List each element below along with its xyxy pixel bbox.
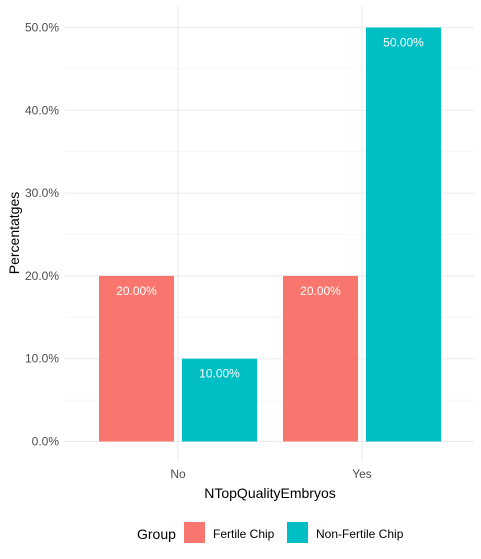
bar	[283, 275, 358, 442]
bar	[182, 358, 257, 442]
legend-swatch	[287, 522, 308, 543]
bar-value-label: 20.00%	[116, 284, 157, 298]
legend-title: Group	[137, 526, 176, 542]
bar-value-label: 20.00%	[300, 284, 341, 298]
y-tick-label: 0.0%	[32, 435, 60, 449]
x-tick-label: No	[170, 467, 186, 481]
bar	[99, 275, 174, 442]
x-tick-label: Yes	[352, 467, 372, 481]
bars	[99, 27, 441, 442]
x-axis-title: NTopQualityEmbryos	[204, 485, 336, 501]
y-tick-label: 40.0%	[25, 103, 59, 117]
bar-value-label: 10.00%	[199, 367, 240, 381]
legend-label: Non-Fertile Chip	[316, 527, 404, 541]
bar-labels: 20.00% 10.00% 20.00% 50.00%	[116, 36, 424, 381]
x-axis-ticks: No Yes	[170, 467, 371, 481]
y-axis-title: Percentatges	[6, 192, 22, 275]
legend: Group Fertile Chip Non-Fertile Chip	[137, 522, 404, 543]
y-tick-label: 10.0%	[25, 352, 59, 366]
legend-swatch	[184, 522, 205, 543]
y-tick-label: 20.0%	[25, 269, 59, 283]
legend-label: Fertile Chip	[213, 527, 275, 541]
y-axis-ticks: 0.0% 10.0% 20.0% 30.0% 40.0% 50.0%	[25, 21, 59, 449]
bar	[366, 27, 441, 442]
y-tick-label: 30.0%	[25, 186, 59, 200]
y-tick-label: 50.0%	[25, 21, 59, 35]
bar-value-label: 50.00%	[383, 36, 424, 50]
